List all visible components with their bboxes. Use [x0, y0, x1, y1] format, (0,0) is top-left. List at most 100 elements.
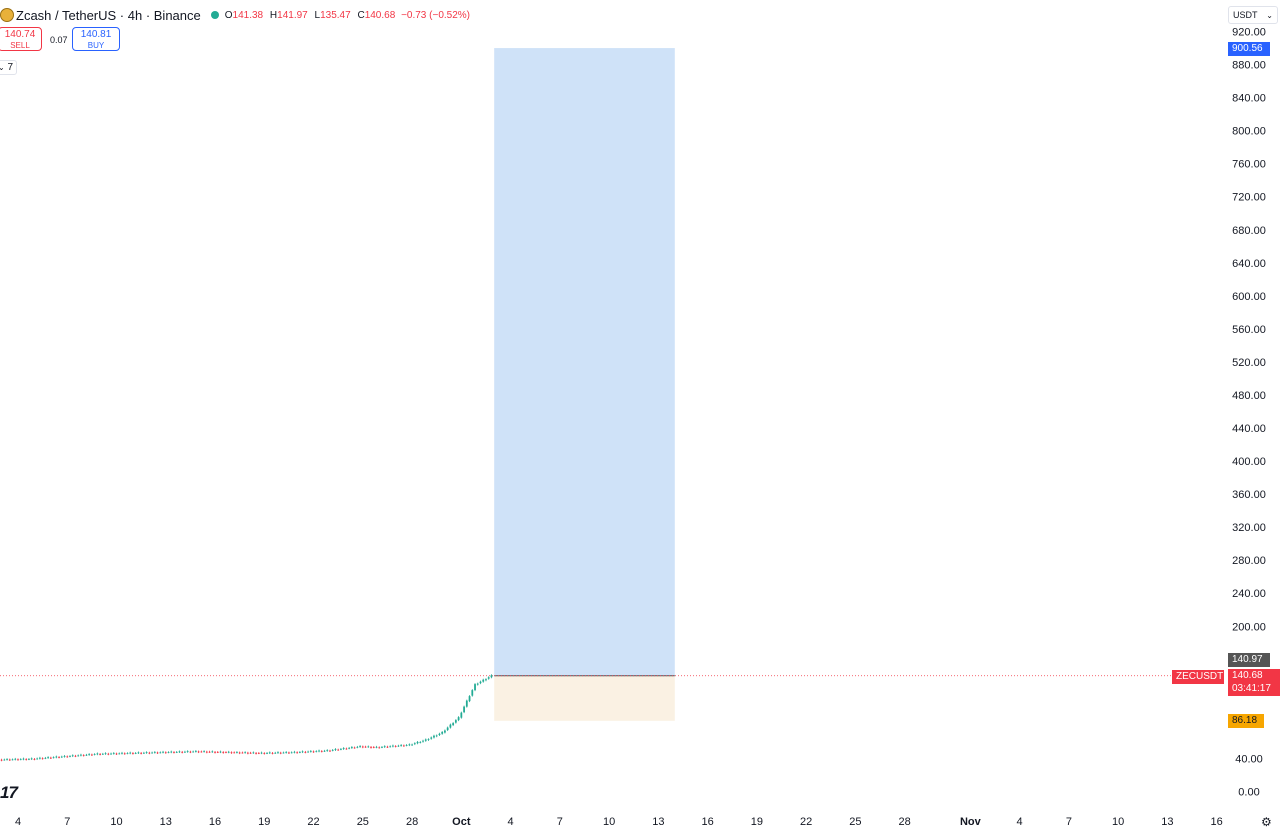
y-tick-label: 520.00: [1232, 357, 1266, 369]
last-price-tag: 140.68 03:41:17: [1228, 669, 1280, 696]
candle-body: [80, 754, 82, 756]
candle-body: [263, 753, 266, 754]
candle-body: [211, 751, 214, 753]
x-tick-label: 25: [357, 816, 369, 828]
candle-body: [476, 683, 479, 685]
ohlc-low-value: 135.47: [320, 9, 351, 21]
candle-body: [433, 735, 435, 738]
candle-body: [350, 747, 353, 748]
candle-body: [115, 753, 118, 755]
candle-body: [323, 750, 326, 752]
time-axis: 4 7 10 13 16 19 22 25 28 Oct 4 7 10 13 16 19 22 25 28 Nov 4 7…: [15, 816, 1223, 828]
y-tick-label: 400.00: [1232, 456, 1266, 468]
candle-body: [33, 758, 36, 760]
candle-body: [88, 754, 91, 755]
x-tick-label: 22: [307, 816, 319, 828]
candle-body: [175, 752, 178, 753]
high-price-tag: 140.97: [1228, 653, 1270, 667]
candle-body: [463, 706, 465, 713]
indicators-toggle[interactable]: ⌄ 7: [0, 60, 17, 75]
candle-body: [255, 752, 257, 754]
buy-button[interactable]: 140.81 BUY: [72, 27, 120, 51]
candle-body: [216, 752, 219, 753]
ohlc-readout: O141.38 H141.97 L135.47 C140.68 −0.73 (−…: [225, 10, 470, 21]
candle-body: [11, 759, 14, 761]
candle-body: [383, 746, 386, 748]
candle-body: [372, 747, 375, 748]
candle-body: [307, 751, 309, 753]
candle-body: [309, 751, 312, 752]
candle-body: [392, 745, 394, 747]
candle-body: [474, 684, 476, 691]
y-tick-label: 920.00: [1232, 27, 1266, 39]
x-tick-label: 7: [64, 816, 70, 828]
candle-body: [167, 752, 170, 754]
candle-body: [71, 755, 74, 757]
candle-body: [214, 751, 216, 753]
candle-body: [304, 751, 307, 753]
candle-body: [90, 754, 93, 756]
candle-body: [69, 756, 71, 757]
candle-body: [334, 749, 337, 751]
y-tick-label: 360.00: [1232, 489, 1266, 501]
y-tick-label: 600.00: [1232, 291, 1266, 303]
tradingview-logo[interactable]: 17: [0, 783, 18, 802]
candle-body: [246, 752, 249, 754]
candle-body: [386, 746, 389, 748]
x-tick-label: 16: [702, 816, 714, 828]
candle-body: [148, 752, 151, 754]
x-tick-label: 4: [15, 816, 21, 828]
candle-body: [419, 742, 422, 743]
candle-body: [55, 756, 58, 758]
candle-body: [487, 677, 490, 679]
candle-body: [0, 759, 3, 761]
candle-body: [121, 752, 123, 754]
candle-body: [460, 712, 463, 718]
price-series: [0, 674, 493, 762]
candle-body: [331, 750, 334, 751]
candle-body: [315, 751, 318, 753]
x-tick-label: 4: [508, 816, 514, 828]
ohlc-close-value: 140.68: [364, 9, 396, 21]
symbol-header: Zcash / TetherUS · 4h · Binance O141.38 …: [0, 6, 470, 24]
candle-body: [364, 746, 367, 748]
x-tick-label: 13: [652, 816, 664, 828]
candle-body: [222, 752, 225, 753]
candle-body: [479, 681, 482, 684]
candle-body: [296, 752, 299, 754]
x-tick-label: 13: [160, 816, 172, 828]
candle-body: [110, 753, 112, 755]
candle-body: [465, 700, 468, 707]
candle-body: [285, 752, 288, 753]
x-tick-label: 19: [258, 816, 270, 828]
candle-body: [151, 752, 153, 754]
candle-body: [60, 756, 63, 758]
symbol-tag: ZECUSDT: [1172, 670, 1224, 684]
candle-body: [367, 746, 370, 748]
x-tick-label: 7: [557, 816, 563, 828]
candle-body: [8, 759, 11, 761]
symbol-title[interactable]: Zcash / TetherUS · 4h · Binance: [16, 7, 201, 23]
currency-select[interactable]: USDT ⌄: [1228, 6, 1278, 24]
sell-button[interactable]: 140.74 SELL: [0, 27, 42, 51]
candle-body: [137, 752, 140, 754]
candle-body: [345, 748, 348, 750]
candle-body: [219, 751, 222, 753]
candle-body: [156, 752, 159, 754]
candle-body: [468, 696, 471, 702]
candle-body: [225, 752, 227, 754]
candle-body: [49, 757, 52, 759]
profit-zone: [494, 48, 675, 676]
gear-icon[interactable]: ⚙: [1261, 815, 1272, 829]
candle-body: [356, 746, 359, 748]
candle-body: [424, 739, 427, 741]
y-tick-label: 0.00: [1238, 787, 1259, 799]
candle-body: [452, 723, 455, 726]
candle-body: [274, 752, 277, 754]
candle-body: [3, 759, 6, 761]
x-tick-label: 13: [1161, 816, 1173, 828]
candle-body: [241, 752, 244, 754]
candle-body: [74, 755, 77, 757]
y-tick-label: 800.00: [1232, 126, 1266, 138]
